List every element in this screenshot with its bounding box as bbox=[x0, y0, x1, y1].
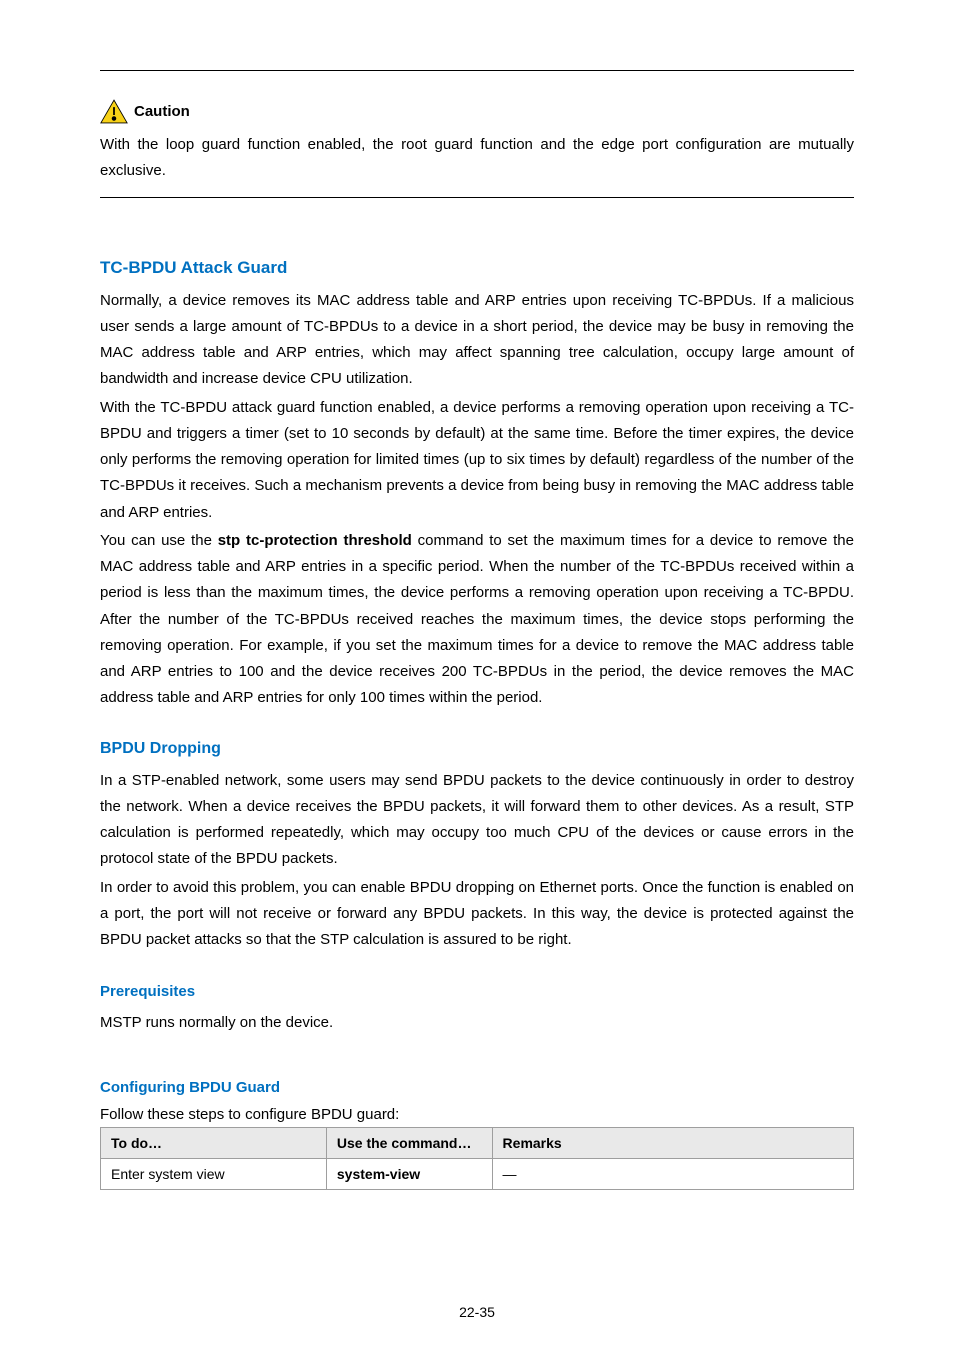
bpdu-guard-lead: Follow these steps to configure BPDU gua… bbox=[100, 1106, 854, 1123]
cell-command: system-view bbox=[326, 1158, 492, 1189]
caution-header: Caution bbox=[100, 99, 854, 124]
drop-paragraph-2: In order to avoid this problem, you can … bbox=[100, 875, 854, 954]
tc-paragraph-2: With the TC-BPDU attack guard function e… bbox=[100, 395, 854, 526]
drop-paragraph-1: In a STP-enabled network, some users may… bbox=[100, 768, 854, 873]
table-header-row: To do… Use the command… Remarks bbox=[101, 1127, 854, 1158]
tc-p3-command: stp tc-protection threshold bbox=[218, 532, 412, 549]
tc-p3-part-a: You can use the bbox=[100, 532, 218, 549]
table-row: Enter system view system-view — bbox=[101, 1158, 854, 1189]
heading-prerequisites: Prerequisites bbox=[100, 983, 854, 1000]
bpdu-guard-table: To do… Use the command… Remarks Enter sy… bbox=[100, 1127, 854, 1190]
heading-bpdu-dropping: BPDU Dropping bbox=[100, 740, 854, 758]
heading-tc-bpdu-attack-guard: TC-BPDU Attack Guard bbox=[100, 258, 854, 278]
caution-label: Caution bbox=[134, 103, 190, 120]
warning-triangle-icon bbox=[100, 99, 128, 124]
cell-todo: Enter system view bbox=[101, 1158, 327, 1189]
caution-text: With the loop guard function enabled, th… bbox=[100, 132, 854, 185]
cell-remarks: — bbox=[492, 1158, 853, 1189]
cell-command-text: system-view bbox=[337, 1166, 420, 1182]
tc-paragraph-3: You can use the stp tc-protection thresh… bbox=[100, 528, 854, 712]
caution-top-rule bbox=[100, 70, 854, 71]
page-number: 22-35 bbox=[0, 1304, 954, 1320]
tc-p3-part-b: command to set the maximum times for a d… bbox=[100, 532, 854, 707]
tc-paragraph-1: Normally, a device removes its MAC addre… bbox=[100, 288, 854, 393]
prerequisites-text: MSTP runs normally on the device. bbox=[100, 1010, 854, 1036]
col-header-command: Use the command… bbox=[326, 1127, 492, 1158]
col-header-remarks: Remarks bbox=[492, 1127, 853, 1158]
heading-configuring-bpdu-guard: Configuring BPDU Guard bbox=[100, 1079, 854, 1096]
col-header-todo: To do… bbox=[101, 1127, 327, 1158]
